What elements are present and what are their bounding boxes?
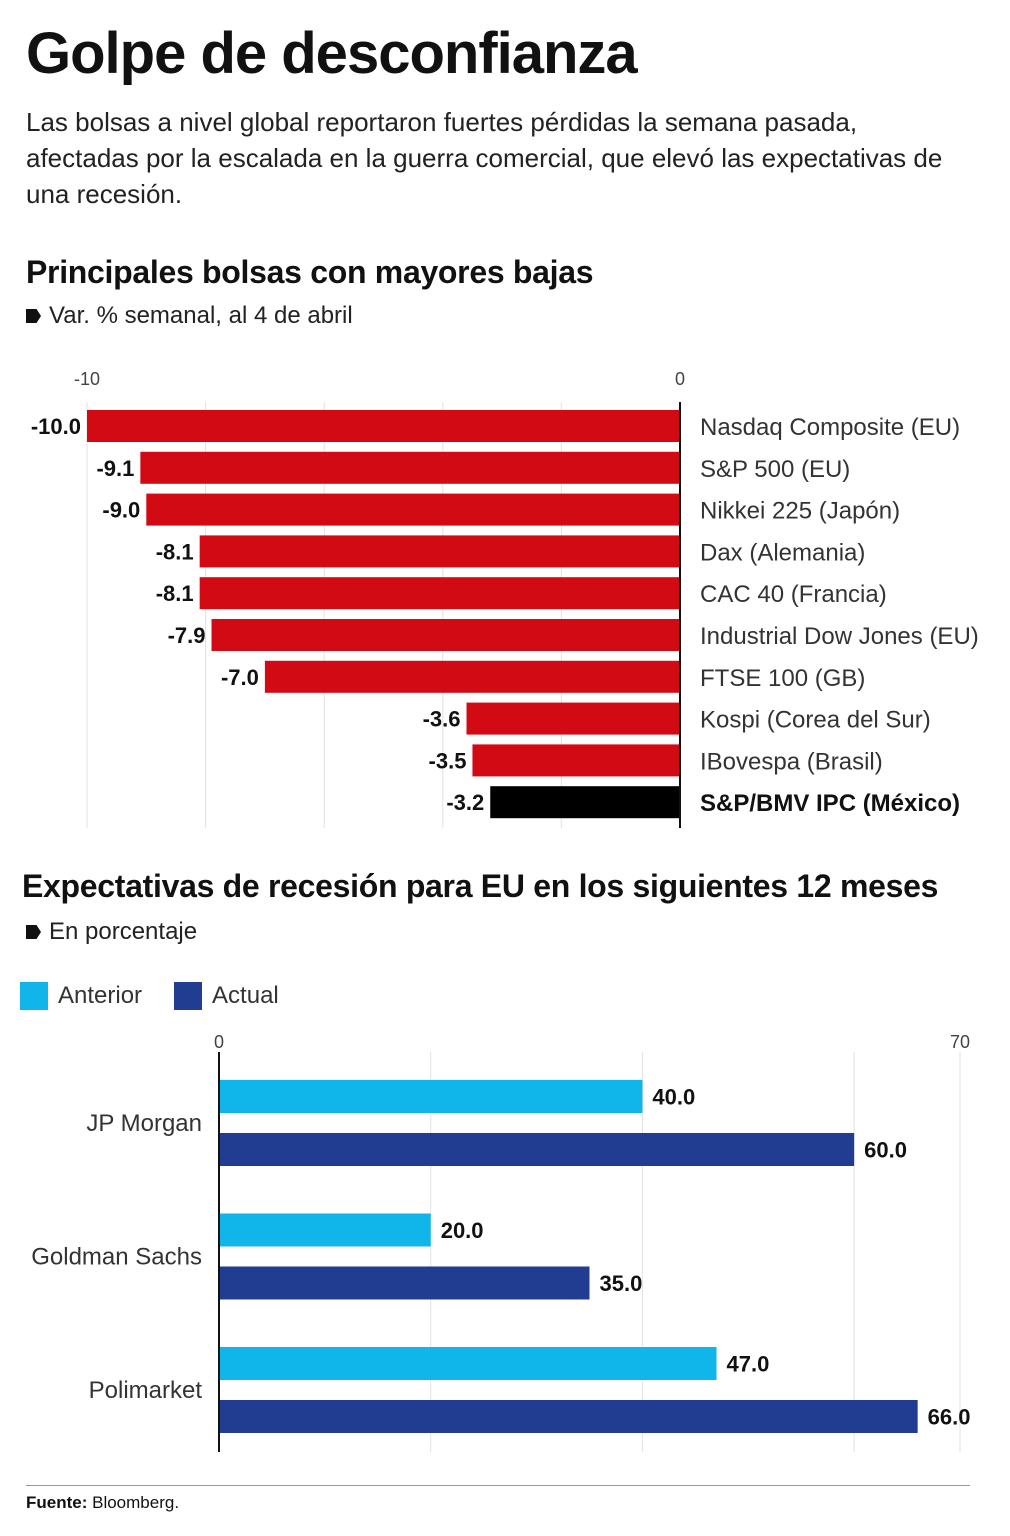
category-label: Industrial Dow Jones (EU) xyxy=(700,623,979,650)
legend-label-actual: Actual xyxy=(212,982,279,1009)
category-label: Polimarket xyxy=(89,1377,203,1404)
bar xyxy=(219,1347,717,1380)
category-label: CAC 40 (Francia) xyxy=(700,581,887,608)
legend-label-anterior: Anterior xyxy=(58,982,143,1009)
category-label: IBovespa (Brasil) xyxy=(700,748,883,775)
bar xyxy=(472,744,680,777)
axis-tick-label: -10 xyxy=(74,369,100,389)
bar-value-label: -3.6 xyxy=(423,707,461,732)
bar xyxy=(219,1400,918,1433)
lead-text: Las bolsas a nivel global reportaron fue… xyxy=(26,107,943,209)
bar-value-label: -3.5 xyxy=(429,748,467,773)
category-label: S&P/BMV IPC (México) xyxy=(700,790,960,817)
bar xyxy=(490,786,680,819)
bar xyxy=(146,493,681,526)
bar-value-label: -10.0 xyxy=(31,414,81,439)
axis-tick-label: 70 xyxy=(950,1032,970,1052)
category-label: Dax (Alemania) xyxy=(700,539,865,566)
legend-item-anterior: Anterior xyxy=(20,982,142,1010)
axis-tick-label: 0 xyxy=(214,1032,224,1052)
bar-value-label: 35.0 xyxy=(600,1271,643,1296)
bar xyxy=(264,660,680,693)
chart1-stock-declines: -10 0 -10.0 Nasdaq Composite (EU) -9.1 S&P 50… xyxy=(31,369,979,828)
tag-marker-icon xyxy=(26,925,41,939)
chart1-subtitle-text: Var. % semanal, al 4 de abril xyxy=(49,302,353,329)
bar-value-label: 66.0 xyxy=(928,1405,971,1430)
bar-value-label: 40.0 xyxy=(652,1085,695,1110)
chart2-subtitle-text: En porcentaje xyxy=(49,918,198,945)
footer-source-text: Bloomberg. xyxy=(87,1493,180,1512)
bar-value-label: 20.0 xyxy=(441,1218,484,1243)
category-label: Kospi (Corea del Sur) xyxy=(700,707,931,734)
footer-source-label: Fuente: xyxy=(26,1493,88,1512)
chart2-recession-expectations: 0 70 JP Morgan 40.0 60.0 Goldman Sachs 20.0 35.… xyxy=(31,1032,971,1452)
bar xyxy=(199,535,681,568)
bar xyxy=(87,410,680,442)
bar-value-label: -8.1 xyxy=(156,539,194,564)
bar xyxy=(140,451,680,484)
page-title: Golpe de desconfianza xyxy=(26,21,638,86)
bar-value-label: -7.9 xyxy=(168,623,206,648)
bar xyxy=(219,1080,643,1113)
tag-marker-icon xyxy=(26,309,41,323)
legend-swatch-actual xyxy=(174,982,203,1010)
chart1-subtitle: Var. % semanal, al 4 de abril xyxy=(26,302,353,330)
category-label: Goldman Sachs xyxy=(31,1244,202,1271)
footer-divider xyxy=(26,1485,970,1486)
bar xyxy=(219,1133,855,1166)
chart2-subtitle: En porcentaje xyxy=(26,918,197,946)
legend-swatch-anterior xyxy=(20,982,48,1010)
bar xyxy=(211,619,680,651)
category-label: Nikkei 225 (Japón) xyxy=(700,498,900,525)
bar xyxy=(199,577,681,610)
bar-value-label: -9.0 xyxy=(102,498,140,523)
category-label: JP Morgan xyxy=(86,1110,202,1137)
chart1-title: Principales bolsas con mayores bajas xyxy=(26,254,594,290)
bar-value-label: -3.2 xyxy=(446,790,484,815)
bar-value-label: -7.0 xyxy=(221,665,259,690)
chart2-legend: Anterior Actual xyxy=(20,982,311,1010)
bar-value-label: -9.1 xyxy=(96,456,134,481)
bar-value-label: 60.0 xyxy=(864,1138,907,1163)
bar xyxy=(219,1213,431,1247)
chart2-title: Expectativas de recesión para EU en los … xyxy=(22,868,939,904)
axis-tick-label: 0 xyxy=(675,369,685,389)
category-label: S&P 500 (EU) xyxy=(700,456,850,483)
bar xyxy=(219,1266,590,1300)
category-label: Nasdaq Composite (EU) xyxy=(700,414,960,441)
bar-value-label: -8.1 xyxy=(156,581,194,606)
legend-item-actual: Actual xyxy=(174,982,279,1010)
category-label: FTSE 100 (GB) xyxy=(700,665,865,692)
bar-value-label: 47.0 xyxy=(727,1352,770,1377)
footer-source: Fuente: Bloomberg. xyxy=(26,1493,179,1513)
bar xyxy=(466,702,680,735)
